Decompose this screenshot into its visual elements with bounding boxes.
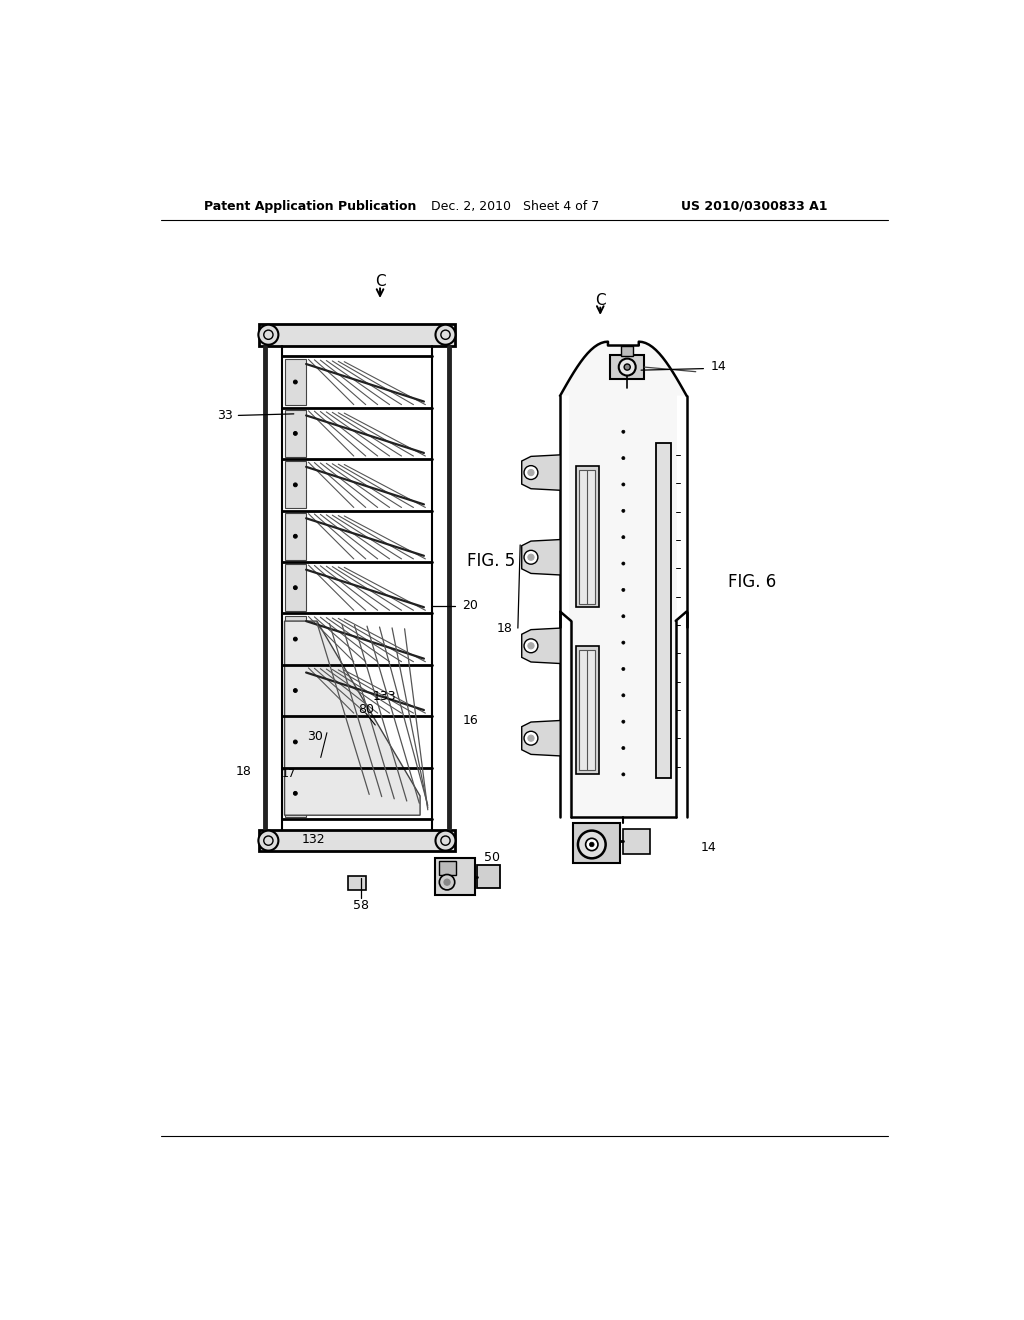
Text: C: C bbox=[375, 275, 385, 289]
Circle shape bbox=[622, 668, 625, 671]
Circle shape bbox=[444, 879, 451, 886]
Bar bbox=[477, 866, 500, 888]
Circle shape bbox=[622, 430, 625, 433]
Text: C: C bbox=[595, 293, 605, 309]
Bar bbox=[580, 649, 595, 770]
Text: Patent Application Publication: Patent Application Publication bbox=[204, 199, 416, 213]
Polygon shape bbox=[560, 342, 686, 396]
Circle shape bbox=[622, 483, 625, 486]
Circle shape bbox=[294, 483, 297, 487]
Circle shape bbox=[622, 562, 625, 565]
Bar bbox=[285, 411, 306, 457]
Circle shape bbox=[618, 359, 636, 376]
Text: 20: 20 bbox=[463, 599, 478, 612]
Circle shape bbox=[622, 721, 625, 723]
Text: 14: 14 bbox=[711, 360, 727, 372]
Text: 18: 18 bbox=[236, 766, 252, 777]
Text: 18: 18 bbox=[497, 622, 512, 635]
Circle shape bbox=[294, 535, 297, 539]
Circle shape bbox=[622, 747, 625, 750]
Polygon shape bbox=[521, 455, 560, 490]
Bar bbox=[575, 466, 599, 607]
Circle shape bbox=[524, 550, 538, 564]
Bar bbox=[580, 470, 595, 603]
Circle shape bbox=[528, 735, 535, 742]
Circle shape bbox=[524, 466, 538, 479]
Circle shape bbox=[435, 325, 456, 345]
Text: 50: 50 bbox=[484, 851, 501, 865]
Circle shape bbox=[528, 554, 535, 561]
Text: 14: 14 bbox=[700, 841, 716, 854]
Bar bbox=[435, 858, 475, 895]
Text: 16: 16 bbox=[463, 714, 478, 726]
Bar bbox=[624, 829, 650, 854]
Bar bbox=[285, 359, 306, 405]
Circle shape bbox=[622, 642, 625, 644]
Circle shape bbox=[524, 639, 538, 653]
Circle shape bbox=[528, 643, 535, 649]
Circle shape bbox=[578, 830, 605, 858]
Text: 133: 133 bbox=[373, 690, 396, 704]
Circle shape bbox=[294, 638, 297, 642]
Polygon shape bbox=[521, 540, 560, 576]
Text: US 2010/0300833 A1: US 2010/0300833 A1 bbox=[681, 199, 827, 213]
Bar bbox=[285, 615, 306, 663]
Circle shape bbox=[294, 689, 297, 693]
Bar bbox=[259, 323, 455, 346]
Circle shape bbox=[439, 874, 455, 890]
Circle shape bbox=[622, 615, 625, 618]
Circle shape bbox=[622, 774, 625, 776]
Text: 132: 132 bbox=[301, 833, 325, 846]
Text: Dec. 2, 2010   Sheet 4 of 7: Dec. 2, 2010 Sheet 4 of 7 bbox=[431, 199, 599, 213]
Circle shape bbox=[528, 470, 535, 475]
Bar bbox=[285, 718, 306, 766]
Circle shape bbox=[622, 457, 625, 459]
Circle shape bbox=[590, 842, 594, 847]
Bar bbox=[285, 667, 306, 714]
Bar bbox=[569, 389, 677, 817]
Circle shape bbox=[258, 830, 279, 850]
Circle shape bbox=[294, 586, 297, 590]
Circle shape bbox=[294, 741, 297, 744]
Bar bbox=[285, 462, 306, 508]
Bar bbox=[259, 830, 455, 851]
Polygon shape bbox=[521, 628, 560, 664]
Text: 30: 30 bbox=[307, 730, 324, 743]
Circle shape bbox=[625, 364, 631, 370]
Bar bbox=[573, 822, 620, 863]
Bar bbox=[285, 513, 306, 560]
Polygon shape bbox=[521, 721, 560, 756]
Circle shape bbox=[294, 792, 297, 795]
Text: 80: 80 bbox=[358, 704, 374, 717]
Text: FIG. 6: FIG. 6 bbox=[728, 573, 776, 591]
Bar bbox=[285, 770, 306, 817]
Bar bbox=[610, 355, 644, 379]
Bar bbox=[655, 444, 671, 779]
Circle shape bbox=[435, 830, 456, 850]
Bar bbox=[438, 862, 456, 875]
Circle shape bbox=[622, 589, 625, 591]
Bar bbox=[348, 876, 367, 890]
Text: 58: 58 bbox=[353, 899, 369, 912]
Bar bbox=[575, 645, 599, 774]
Text: 17: 17 bbox=[282, 768, 296, 779]
Bar bbox=[285, 564, 306, 611]
Circle shape bbox=[524, 731, 538, 744]
Circle shape bbox=[294, 432, 297, 436]
Text: FIG. 5: FIG. 5 bbox=[467, 552, 515, 570]
Circle shape bbox=[622, 510, 625, 512]
Circle shape bbox=[258, 325, 279, 345]
Text: 33: 33 bbox=[217, 409, 233, 422]
Polygon shape bbox=[285, 622, 420, 816]
Circle shape bbox=[622, 694, 625, 697]
Circle shape bbox=[294, 380, 297, 384]
Circle shape bbox=[586, 838, 598, 850]
Circle shape bbox=[622, 536, 625, 539]
Bar bbox=[621, 346, 634, 356]
